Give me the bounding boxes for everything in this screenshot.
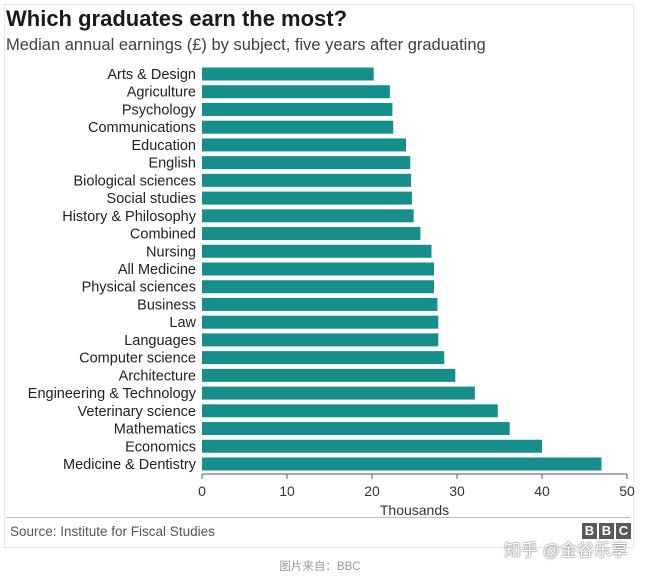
category-label: Medicine & Dentistry [63, 457, 197, 473]
category-label: Psychology [122, 102, 197, 118]
category-label: Physical sciences [82, 280, 196, 296]
chart-subtitle: Median annual earnings (£) by subject, f… [6, 36, 486, 54]
x-tick-label: 0 [198, 483, 206, 499]
bar [202, 67, 374, 81]
category-label: Business [137, 297, 196, 313]
x-axis-label: Thousands [380, 502, 449, 518]
bar [202, 209, 414, 223]
bar [202, 368, 456, 382]
bbc-logo-block: B [582, 523, 597, 539]
bar [202, 85, 390, 99]
category-label: History & Philosophy [62, 209, 197, 225]
category-label: Languages [124, 333, 196, 349]
x-tick-label: 20 [364, 483, 380, 499]
bar [202, 351, 445, 365]
source-note: Source: Institute for Fiscal Studies [10, 524, 215, 539]
bar [202, 404, 498, 418]
category-label: Computer science [79, 351, 196, 367]
bar [202, 138, 406, 152]
bar [202, 315, 439, 329]
bar [202, 173, 412, 187]
category-label: Agriculture [127, 85, 196, 101]
watermark: 知乎 @金谷乐享 [504, 541, 628, 560]
category-label: Arts & Design [107, 67, 196, 83]
bbc-logo-block: C [616, 523, 631, 539]
bar [202, 227, 421, 241]
x-tick-label: 30 [449, 483, 465, 499]
x-tick-label: 50 [619, 483, 635, 499]
bar [202, 422, 510, 436]
bars-group [202, 67, 602, 471]
bar [202, 439, 542, 453]
image-caption: 图片来自：BBC [279, 561, 361, 573]
category-label: Combined [130, 227, 196, 243]
bbc-logo-block: B [599, 523, 614, 539]
category-label: Nursing [146, 244, 196, 260]
bbc-logo: B B C [582, 523, 631, 539]
category-label: Architecture [119, 368, 196, 384]
bar [202, 120, 394, 134]
bar [202, 333, 439, 347]
category-label: Economics [125, 439, 196, 455]
category-label: All Medicine [118, 262, 196, 278]
x-axis: 0 10 20 30 40 50 [198, 473, 635, 499]
bar [202, 191, 412, 205]
category-label: English [148, 156, 196, 172]
category-label: Mathematics [114, 422, 196, 438]
bar [202, 457, 602, 471]
x-tick-label: 40 [534, 483, 550, 499]
category-label: Social studies [107, 191, 196, 207]
bar [202, 244, 432, 258]
x-tick-label: 10 [279, 483, 295, 499]
category-label: Biological sciences [73, 173, 196, 189]
category-label: Engineering & Technology [28, 386, 197, 402]
bar [202, 297, 438, 311]
bar [202, 102, 393, 116]
bar [202, 280, 435, 294]
bar [202, 386, 475, 400]
category-label: Veterinary science [78, 404, 196, 420]
category-label: Education [132, 138, 197, 154]
bar [202, 262, 435, 276]
category-label: Law [169, 315, 196, 331]
bar [202, 156, 411, 170]
footer-divider [6, 517, 630, 518]
category-label: Communications [88, 120, 196, 136]
chart-title: Which graduates earn the most? [6, 6, 348, 31]
